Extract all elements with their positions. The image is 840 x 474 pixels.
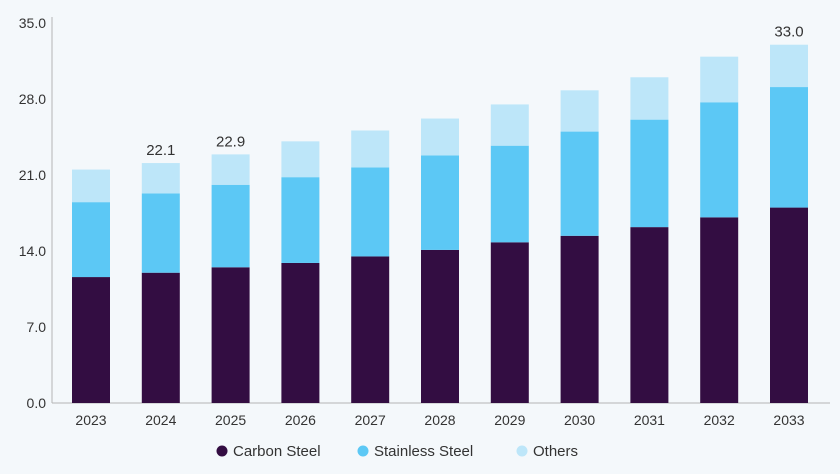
legend-label: Carbon Steel — [233, 443, 321, 460]
bar-total-label: 22.9 — [216, 133, 245, 150]
bar-segment-others — [421, 118, 459, 156]
bar-segment-stainless-steel — [770, 87, 808, 208]
bar-total-label: 33.0 — [774, 24, 803, 41]
x-tick-label: 2029 — [494, 412, 525, 428]
legend-marker — [216, 445, 228, 457]
x-tick-label: 2028 — [424, 412, 455, 428]
bar-segment-carbon-steel — [700, 217, 739, 403]
bar-segment-others — [630, 77, 669, 120]
bar-segment-stainless-steel — [560, 131, 599, 236]
bar-segment-stainless-steel — [281, 177, 320, 263]
y-tick-label: 14.0 — [19, 243, 46, 259]
bar-segment-stainless-steel — [421, 155, 459, 250]
bar-segment-carbon-steel — [421, 249, 459, 403]
y-tick-label: 35.0 — [19, 15, 46, 31]
bar-segment-carbon-steel — [490, 242, 529, 403]
bar-segment-carbon-steel — [560, 235, 599, 403]
bar-segment-others — [72, 169, 110, 203]
bar-segment-carbon-steel — [630, 227, 669, 403]
bar-total-label: 22.1 — [146, 142, 175, 159]
bar-segment-stainless-steel — [211, 184, 250, 268]
bar-segment-carbon-steel — [141, 272, 180, 403]
y-tick-label: 21.0 — [19, 167, 46, 183]
x-tick-label: 2026 — [285, 412, 316, 428]
bar-segment-carbon-steel — [770, 207, 808, 403]
x-tick-label: 2024 — [145, 412, 176, 428]
bar-segment-others — [490, 104, 529, 146]
bar-segment-others — [141, 163, 180, 194]
legend-label: Others — [533, 443, 578, 460]
bar-segment-carbon-steel — [211, 267, 250, 403]
x-tick-label: 2033 — [773, 412, 804, 428]
y-tick-label: 7.0 — [27, 319, 47, 335]
bar-segment-stainless-steel — [72, 202, 110, 278]
bar-segment-stainless-steel — [700, 102, 739, 218]
bar-segment-others — [700, 56, 739, 103]
legend-marker — [357, 445, 369, 457]
x-tick-label: 2023 — [75, 412, 106, 428]
x-tick-label: 2025 — [215, 412, 246, 428]
x-tick-label: 2027 — [355, 412, 386, 428]
bar-segment-others — [211, 154, 250, 185]
bar-segment-carbon-steel — [281, 262, 320, 403]
x-tick-label: 2031 — [634, 412, 665, 428]
legend-label: Stainless Steel — [374, 443, 473, 460]
bar-segment-stainless-steel — [141, 193, 180, 273]
bar-segment-others — [351, 130, 390, 168]
bar-segment-carbon-steel — [72, 277, 110, 403]
x-tick-label: 2032 — [704, 412, 735, 428]
y-tick-label: 28.0 — [19, 91, 46, 107]
bar-segment-others — [770, 44, 808, 88]
bar-segment-others — [560, 90, 599, 132]
bar-segment-carbon-steel — [351, 256, 390, 403]
x-tick-label: 2030 — [564, 412, 595, 428]
bar-segment-stainless-steel — [351, 167, 390, 257]
bar-segment-stainless-steel — [490, 145, 529, 243]
legend-marker — [516, 445, 528, 457]
y-tick-label: 0.0 — [27, 395, 47, 411]
bar-segment-others — [281, 141, 320, 178]
bar-segment-stainless-steel — [630, 119, 669, 228]
